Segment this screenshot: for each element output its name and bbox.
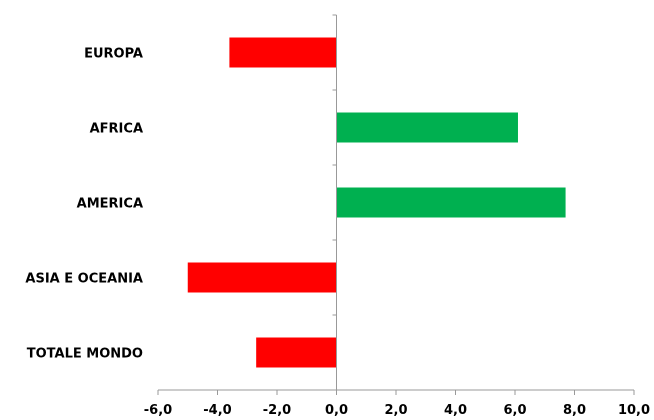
category-labels-group: EUROPA AFRICA AMERICA ASIA E OCEANIA TOTALE … [25, 47, 143, 362]
category-label-totale-mondo: TOTALE MONDO [27, 347, 143, 362]
category-label-europa: EUROPA [84, 47, 143, 62]
bar-europa [229, 37, 337, 68]
tick-labels-group: -6,0 -4,0 -2,0 0,0 2,0 4,0 6,0 8,0 10,0 [144, 403, 650, 418]
bar-asia-e-oceania [187, 262, 337, 293]
bars-group [187, 37, 566, 368]
y-ticks-group [332, 14, 337, 391]
x-tick-label: 8,0 [563, 403, 586, 418]
x-tick-label: -6,0 [144, 403, 172, 418]
category-label-america: AMERICA [77, 197, 143, 212]
x-tick-label: -4,0 [203, 403, 231, 418]
x-tick-label: 0,0 [325, 403, 348, 418]
x-tick-label: 10,0 [618, 403, 650, 418]
x-tick-label: 2,0 [384, 403, 407, 418]
bar-america [336, 187, 566, 218]
x-tick-label: -2,0 [263, 403, 291, 418]
x-tick-label: 6,0 [503, 403, 526, 418]
category-label-asia-e-oceania: ASIA E OCEANIA [25, 272, 143, 287]
bar-totale-mondo [256, 337, 337, 368]
x-tick-label: 4,0 [444, 403, 467, 418]
category-label-africa: AFRICA [90, 122, 143, 137]
x-ticks-group [157, 390, 635, 395]
bar-africa [336, 112, 518, 143]
